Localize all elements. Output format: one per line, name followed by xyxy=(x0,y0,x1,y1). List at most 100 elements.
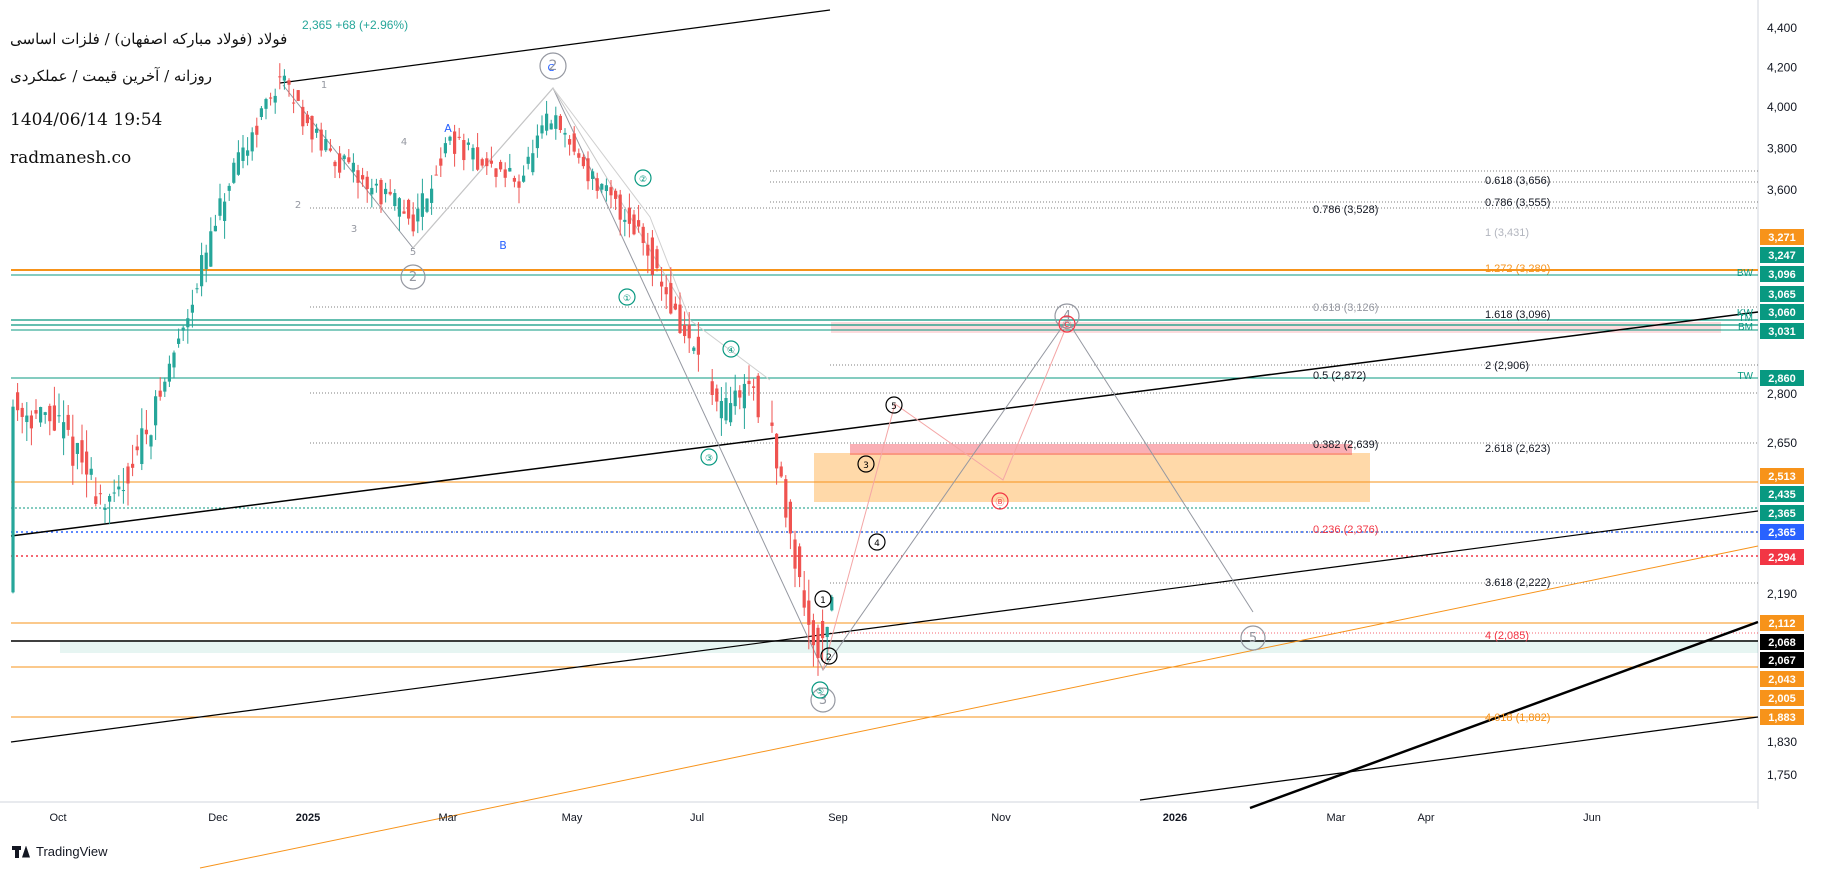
trend-line xyxy=(279,9,831,84)
wave-label: 3 xyxy=(351,224,357,235)
candle-body xyxy=(687,324,691,339)
wave-label: 1 xyxy=(820,596,826,606)
candle-body xyxy=(75,442,79,454)
candle-body xyxy=(241,147,245,161)
trend-line xyxy=(199,545,1759,869)
candle-body xyxy=(393,193,397,207)
wave-circle xyxy=(810,687,836,713)
candle-body xyxy=(540,125,544,134)
candle-body xyxy=(443,143,447,154)
wave-label: 2 xyxy=(549,58,558,74)
x-tick-label: Jul xyxy=(690,812,704,824)
candle-body xyxy=(98,493,102,495)
price-tag xyxy=(1760,615,1804,631)
candle-body xyxy=(282,75,286,81)
candle-body xyxy=(305,114,309,124)
candle-body xyxy=(223,201,227,221)
candle-body xyxy=(246,150,250,156)
fib-level-label: 0.236 (2,376) xyxy=(1313,524,1378,536)
reversal-zone-top xyxy=(850,444,1352,455)
candle-body xyxy=(563,132,567,135)
x-tick-label: Jun xyxy=(1583,812,1601,824)
candle-body xyxy=(20,407,24,417)
candle-body xyxy=(121,490,125,492)
candle-body xyxy=(149,435,153,447)
candle-body xyxy=(480,159,484,166)
trend-line xyxy=(1249,620,1759,810)
candle-body xyxy=(85,451,89,475)
fib-level-label: 1.618 (3,096) xyxy=(1485,309,1550,321)
candle-body xyxy=(747,380,751,385)
fib-level-label: 0.618 (3,126) xyxy=(1313,302,1378,314)
candle-body xyxy=(48,405,52,422)
wave-circle xyxy=(539,52,567,80)
price-tag-label: 2,365 xyxy=(1768,508,1796,520)
candle-body xyxy=(816,627,820,659)
wave-label: C xyxy=(548,63,555,74)
candle-body xyxy=(296,90,300,101)
candle-body xyxy=(319,129,323,151)
price-tag-label: 2,112 xyxy=(1769,618,1796,630)
candle-body xyxy=(646,244,650,256)
candle-body xyxy=(172,352,176,368)
wave-label: 5 xyxy=(410,247,416,258)
candle-body xyxy=(144,429,148,435)
wave-path xyxy=(282,84,1254,671)
candle-body xyxy=(126,466,130,484)
candle-body xyxy=(784,479,788,518)
candle-body xyxy=(623,219,627,222)
y-tick-label: 2,800 xyxy=(1767,387,1797,401)
y-tick-label: 3,600 xyxy=(1767,183,1797,197)
trend-line xyxy=(10,311,1759,537)
price-tag-label: 3,060 xyxy=(1768,307,1796,319)
wave-circle xyxy=(1058,315,1076,333)
candle-body xyxy=(80,440,84,463)
x-tick-label: Apr xyxy=(1417,812,1434,824)
wave-circle xyxy=(868,533,886,551)
candle-body xyxy=(807,600,811,625)
x-tick-label: 2026 xyxy=(1163,812,1187,824)
y-tick-label: 3,800 xyxy=(1767,142,1797,156)
candle-body xyxy=(315,128,319,133)
wave-circle xyxy=(700,448,718,466)
candle-body xyxy=(775,433,779,469)
x-tick-label: Oct xyxy=(49,812,66,824)
candle-body xyxy=(641,226,645,244)
candle-body xyxy=(347,157,351,163)
candle-body xyxy=(374,183,378,186)
y-tick-label: 1,830 xyxy=(1767,735,1797,749)
price-tag xyxy=(1760,323,1804,339)
candle-body xyxy=(457,136,461,138)
candle-body xyxy=(370,187,374,195)
candle-body xyxy=(627,207,631,224)
candle-body xyxy=(568,139,572,145)
x-tick-label: May xyxy=(562,812,583,824)
candle-body xyxy=(508,167,512,172)
tradingview-label: TradingView xyxy=(36,844,108,859)
candle-body xyxy=(485,158,489,167)
candle-body xyxy=(696,336,700,355)
wave-label: 1 xyxy=(321,80,327,91)
wave-label: 2 xyxy=(295,200,301,211)
candle-body xyxy=(135,446,139,451)
candle-body xyxy=(729,403,733,423)
candle-body xyxy=(181,327,185,331)
fib-level-label: 0.786 (3,528) xyxy=(1313,204,1378,216)
candle-body xyxy=(752,386,756,388)
candle-body xyxy=(664,287,668,295)
candle-body xyxy=(476,147,480,170)
candle-body xyxy=(494,168,498,177)
tradingview-logo[interactable]: TradingView xyxy=(12,844,108,859)
candle-body xyxy=(448,136,452,141)
candle-body xyxy=(34,410,38,414)
candle-body xyxy=(351,162,355,172)
wave-path xyxy=(552,87,771,381)
price-tag xyxy=(1760,304,1804,320)
wave-label: 2 xyxy=(409,270,417,285)
y-tick-label: 1,750 xyxy=(1767,768,1797,782)
wave-label: B xyxy=(499,239,507,252)
wave-label: ② xyxy=(639,175,647,185)
price-tag-label: 3,031 xyxy=(1768,326,1796,338)
candle-body xyxy=(595,178,599,191)
